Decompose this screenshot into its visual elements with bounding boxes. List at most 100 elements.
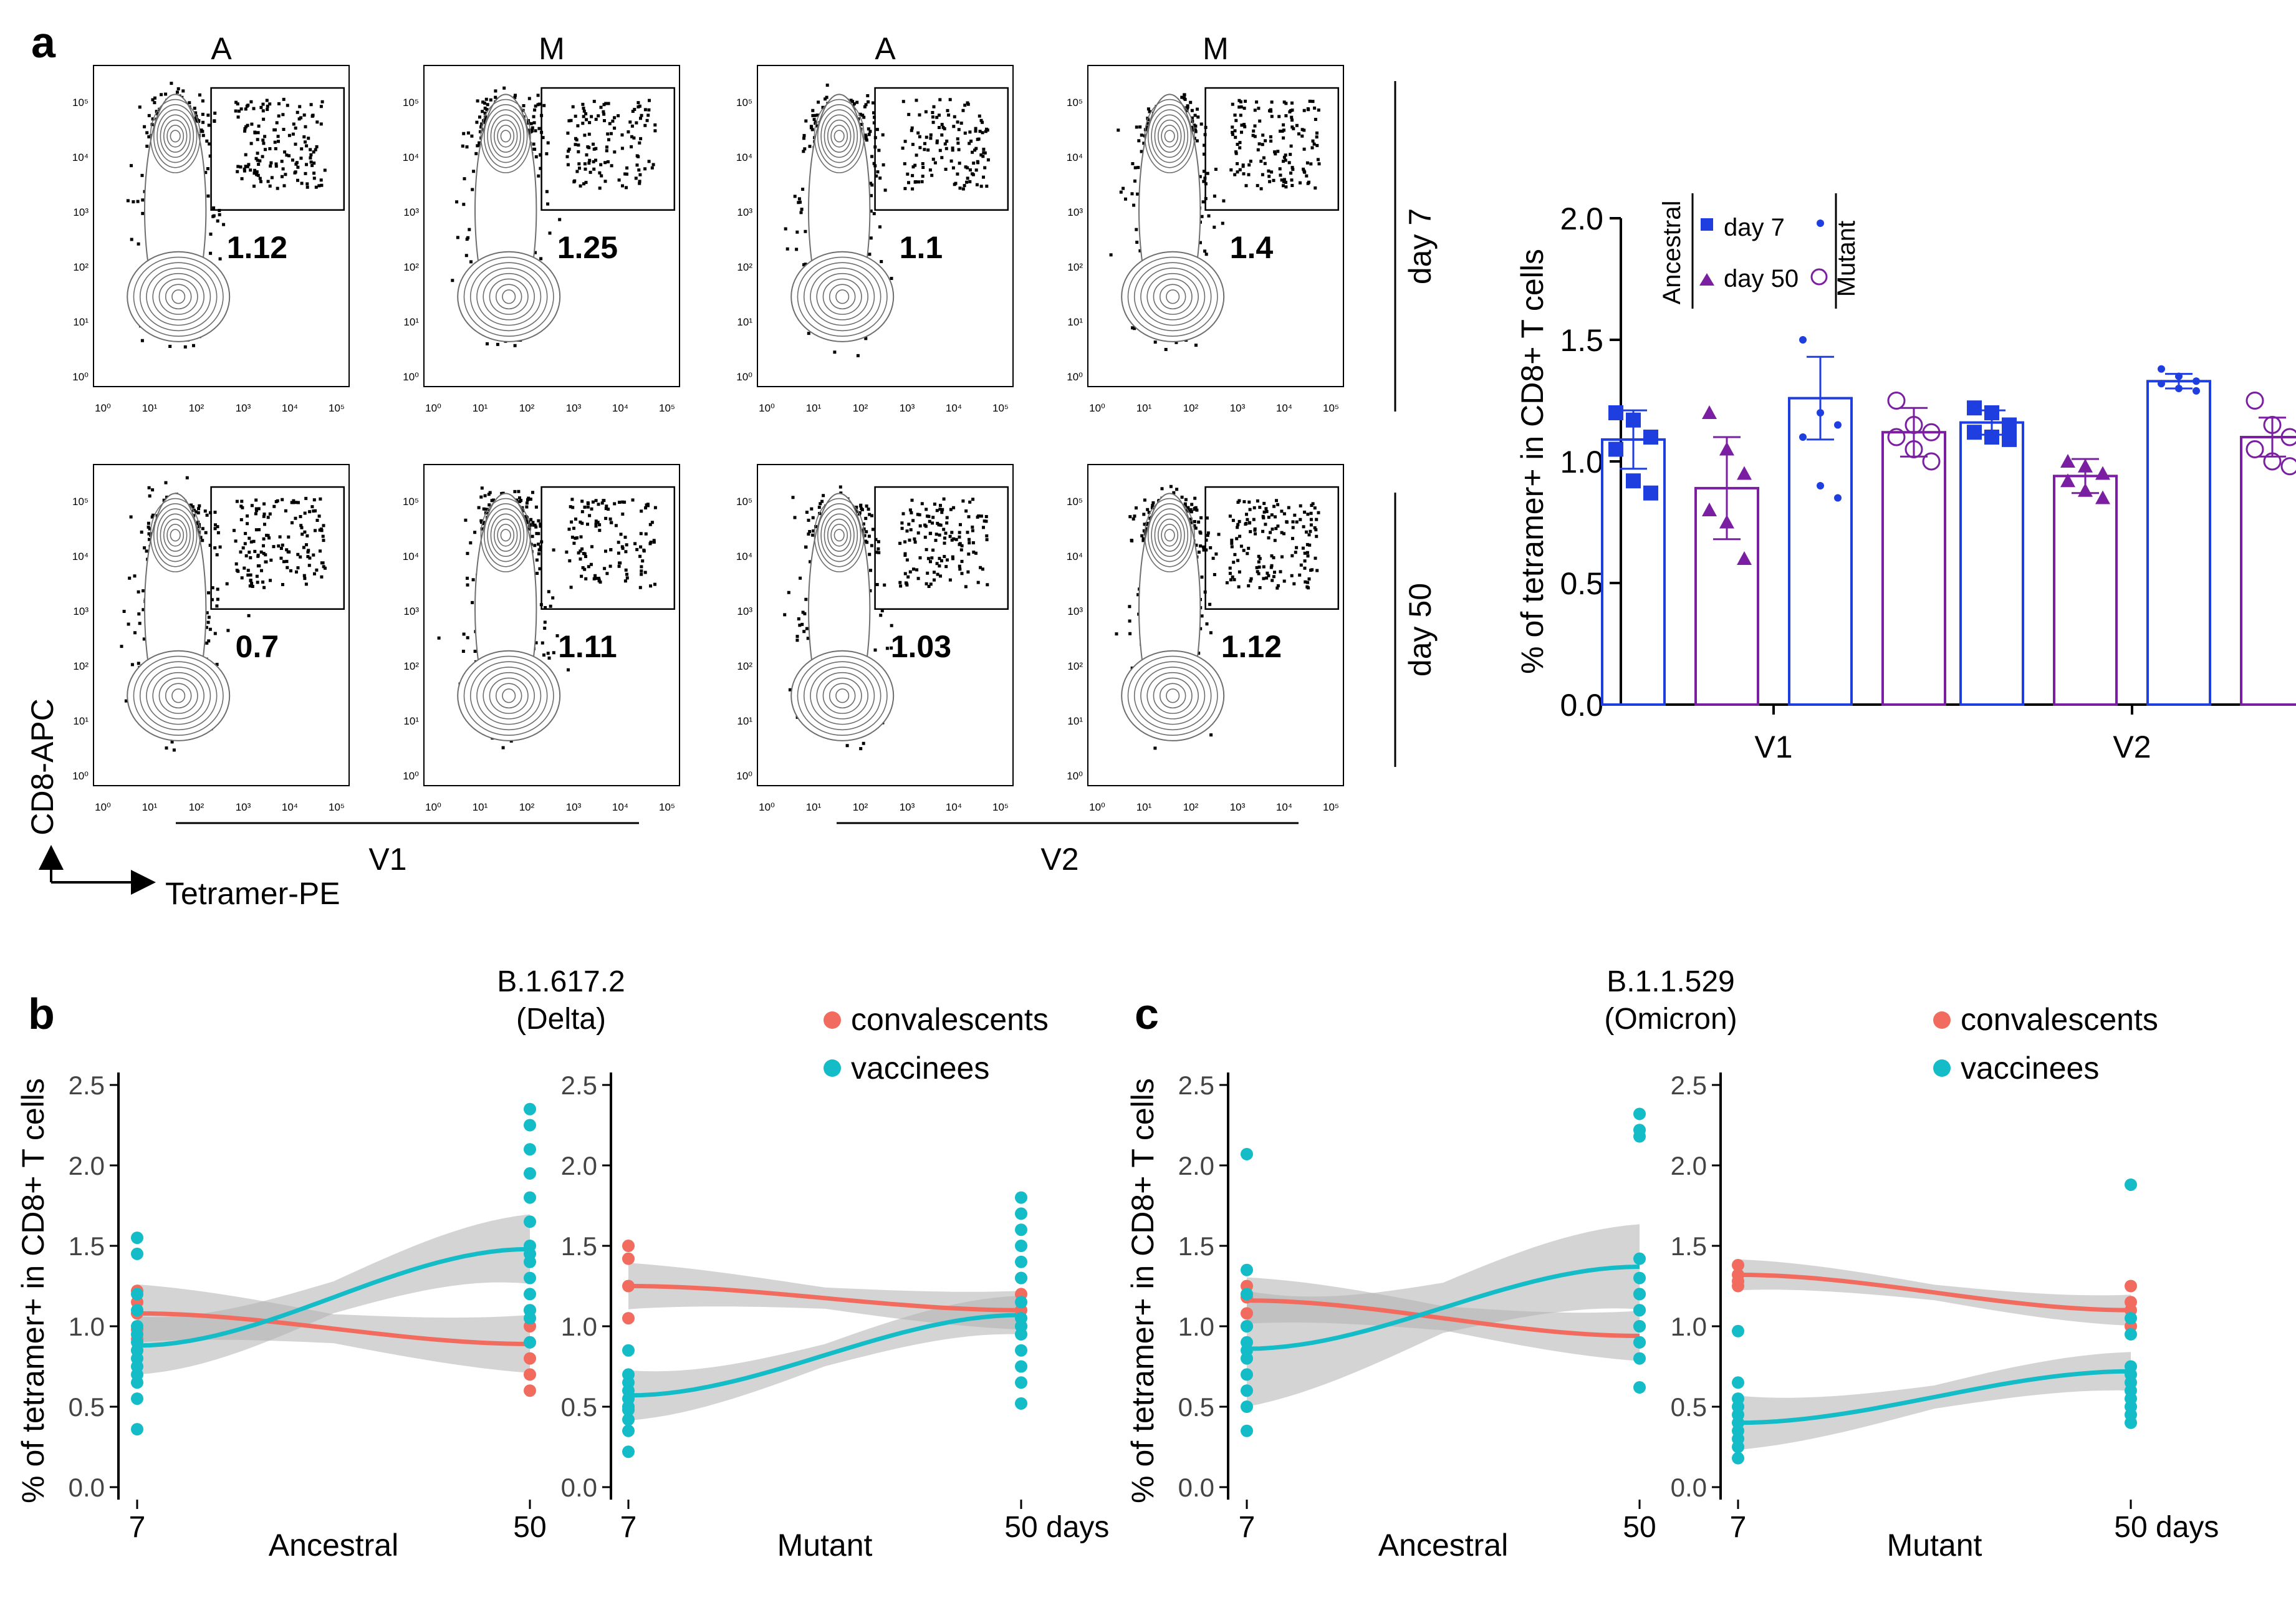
x-axis-label: Ancestral — [1378, 1528, 1508, 1563]
flow-x-tick-label: 10² — [189, 402, 204, 414]
data-point-vaccinees — [524, 1215, 536, 1228]
flow-contour — [156, 109, 195, 163]
flow-plot-frame — [1087, 464, 1344, 786]
panel-label-a: a — [31, 18, 56, 67]
flow-contour — [820, 508, 858, 562]
flow-x-tick-label: 10⁴ — [612, 801, 628, 813]
flow-y-tick-label: 10³ — [403, 206, 419, 218]
flow-contour — [1159, 683, 1186, 709]
flow-plot-grid: A M A M 1.12 10⁰ 10⁰ 10¹ 10¹ 10² 10² 10³ 10³ 10⁴ 10⁴ 10… — [72, 31, 1344, 813]
data-point-convalescents — [1732, 1280, 1744, 1293]
legend-mutant-label: Mutant — [1833, 221, 1860, 297]
flow-y-tick-label: 10² — [73, 660, 89, 672]
flow-y-tick-label: 10⁵ — [403, 496, 419, 508]
flow-x-tick-label: 10⁴ — [282, 801, 298, 813]
flow-x-tick-label: 10¹ — [473, 801, 488, 813]
flow-contour — [495, 683, 522, 709]
flow-contour — [1151, 109, 1189, 163]
y-tick-label: 2.5 — [1671, 1071, 1707, 1100]
flow-contour — [1154, 513, 1185, 557]
flow-contour — [1153, 677, 1193, 714]
panel-label-b: b — [28, 990, 55, 1038]
flow-x-tick-label: 10⁵ — [329, 402, 345, 414]
flow-contour — [166, 523, 185, 547]
flow-contour — [790, 251, 895, 342]
data-point-vaccinees — [1241, 1368, 1253, 1381]
data-point-vaccinees — [1633, 1130, 1646, 1143]
flow-x-tick-label: 10² — [1183, 801, 1199, 813]
data-point-vaccinees — [524, 1288, 536, 1301]
data-point-star — [2175, 385, 2183, 392]
y-tick-label: 2.0 — [1671, 1151, 1707, 1180]
y-tick-label: 1.5 — [561, 1231, 597, 1261]
flow-y-tick-label: 10³ — [403, 605, 419, 617]
flow-contour — [835, 688, 850, 703]
flow-x-tick-label: 10⁰ — [425, 801, 441, 813]
flow-x-tick-label: 10⁰ — [95, 801, 111, 813]
data-point-square — [1626, 412, 1641, 428]
legend-label: convalescents — [851, 1002, 1049, 1037]
flow-contour — [483, 672, 536, 720]
flow-contour — [1140, 667, 1206, 725]
panel-b-chart: B.1.617.2 (Delta) convalescents vaccinees % … — [16, 965, 1109, 1563]
flow-x-tick-label: 10⁰ — [759, 402, 775, 414]
flow-y-tick-label: 10² — [1067, 660, 1083, 672]
data-point-vaccinees — [622, 1344, 635, 1357]
data-point-vaccinees — [524, 1167, 536, 1180]
data-point-vaccinees — [1015, 1271, 1027, 1284]
flow-gate — [540, 486, 676, 610]
data-point-vaccinees — [1015, 1240, 1027, 1252]
panel-label-c: c — [1135, 990, 1159, 1038]
data-point-vaccinees — [1633, 1252, 1646, 1265]
flow-x-tick-label: 10⁵ — [1323, 402, 1339, 414]
data-point-convalescents — [622, 1252, 635, 1265]
flow-plot-frame — [93, 464, 350, 786]
flow-x-tick-label: 10³ — [566, 402, 582, 414]
data-point-triangle — [2060, 454, 2075, 468]
flow-x-tick-label: 10⁵ — [659, 801, 675, 813]
flow-contour — [797, 655, 888, 736]
flow-gate — [874, 486, 1009, 610]
data-point-vaccinees — [1015, 1207, 1027, 1220]
flow-contour — [833, 130, 845, 143]
flow-contour — [814, 498, 865, 572]
flow-x-tick-label: 10² — [519, 801, 535, 813]
flow-x-tick-label: 10³ — [236, 801, 251, 813]
data-point-vaccinees — [131, 1247, 143, 1260]
data-point-vaccinees — [1732, 1440, 1744, 1453]
panel-c-chart: B.1.1.529 (Omicron) convalescents vaccinees… — [1125, 965, 2219, 1563]
flow-contour — [1157, 518, 1182, 552]
flow-contour — [816, 672, 868, 720]
flow-x-tick-label: 10³ — [1230, 402, 1246, 414]
flow-gate — [1204, 87, 1340, 211]
data-point-vaccinees — [1633, 1336, 1646, 1349]
flow-contour — [1147, 503, 1192, 567]
flow-contour — [1127, 655, 1218, 736]
flow-contour — [487, 508, 525, 562]
data-point-vaccinees — [1015, 1360, 1027, 1373]
data-point-circle — [2246, 440, 2264, 458]
bar-y-axis-label: % of tetramer+ in CD8+ T cells — [1515, 249, 1550, 674]
flow-y-tick-label: 10⁴ — [72, 551, 89, 562]
flow-y-tick-label: 10⁴ — [72, 152, 89, 163]
flow-contour — [480, 99, 531, 173]
flow-plot: 1.11 10⁰ 10⁰ 10¹ 10¹ 10² 10² 10³ 10³ 10⁴ 10⁴ 10⁵ 10⁵ — [403, 464, 680, 813]
flow-contour — [469, 661, 548, 731]
flow-y-tick-label: 10² — [1067, 261, 1083, 273]
flow-contour — [152, 672, 205, 720]
data-point-circle — [1887, 428, 1906, 446]
flow-x-tick-label: 10⁴ — [946, 801, 962, 813]
flow-contour — [163, 518, 188, 552]
flow-y-tick-label: 10¹ — [1067, 316, 1083, 328]
y-tick-label: 0.0 — [1671, 1473, 1707, 1502]
y-tick-label: 1.5 — [69, 1231, 105, 1261]
flow-y-tick-label: 10¹ — [403, 715, 419, 727]
bar-y-tick-label: 1.0 — [1560, 445, 1603, 480]
flow-y-tick-label: 10⁵ — [1067, 496, 1083, 508]
flow-contour — [822, 278, 862, 315]
data-point-vaccinees — [1633, 1107, 1646, 1120]
flow-contour — [487, 109, 525, 163]
data-point-vaccinees — [1015, 1191, 1027, 1204]
data-point-square — [2002, 417, 2017, 433]
